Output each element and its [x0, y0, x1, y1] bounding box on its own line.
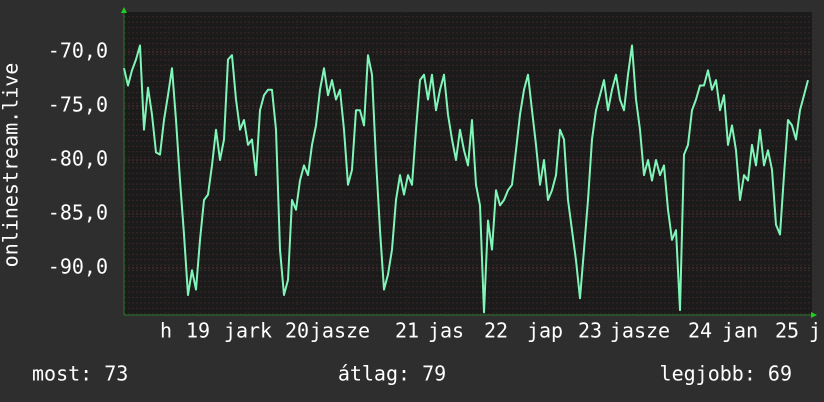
y-tick-label: -90,0: [48, 255, 108, 279]
stat-average: átlag: 79: [338, 362, 446, 386]
y-tick-label: -75,0: [48, 92, 108, 116]
x-tick-label: h: [160, 319, 172, 343]
x-tick-label: 23: [578, 319, 602, 343]
y-tick-label: -70,0: [48, 38, 108, 62]
x-tick-label: 22: [484, 319, 508, 343]
x-tick-label: 21: [395, 319, 419, 343]
x-tick-label: jasze: [310, 319, 370, 343]
x-tick-label: 25: [775, 319, 799, 343]
stat-current: most: 73: [32, 362, 128, 386]
x-tick-label: jasze: [610, 319, 670, 343]
x-tick-label: jark: [224, 319, 272, 343]
y-axis-arrow: [121, 7, 127, 13]
series-line: [123, 44, 809, 314]
x-tick-label: 20: [285, 319, 309, 343]
x-tick-label: j: [809, 319, 821, 343]
x-tick-label: jas: [428, 319, 464, 343]
stat-best: legjobb: 69: [660, 362, 792, 386]
x-tick-label: jan: [722, 319, 758, 343]
x-tick-label: 19: [186, 319, 210, 343]
y-tick-label: -85,0: [48, 201, 108, 225]
y-tick-label: -80,0: [48, 146, 108, 170]
y-axis-title: onlinestream.live: [0, 63, 23, 268]
x-axis-arrow: [811, 312, 817, 318]
x-tick-label: 24: [688, 319, 712, 343]
x-tick-label: jap: [527, 319, 563, 343]
